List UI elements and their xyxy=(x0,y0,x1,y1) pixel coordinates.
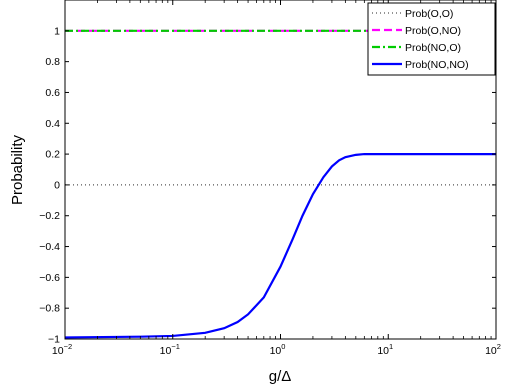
y-tick-label: −0.8 xyxy=(39,303,60,315)
x-tick-label: 10−2 xyxy=(52,342,72,357)
y-tick-label: −1 xyxy=(48,334,60,346)
y-tick-label: 1 xyxy=(54,25,60,37)
y-tick-label: 0.2 xyxy=(45,149,60,161)
y-tick-label: 0.8 xyxy=(45,56,60,68)
legend-label: Prob(O,NO) xyxy=(405,25,461,37)
y-tick-label: −0.2 xyxy=(39,210,60,222)
y-axis-label: Probability xyxy=(9,134,26,205)
y-tick-label: 0 xyxy=(54,179,60,191)
x-axis-label: g/Δ xyxy=(269,368,292,385)
legend-label: Prob(NO,O) xyxy=(405,42,461,54)
x-tick-label: 100 xyxy=(270,342,286,357)
y-tick-label: −0.6 xyxy=(39,272,60,284)
plot-frame xyxy=(64,0,497,340)
x-tick-label: 101 xyxy=(377,342,393,357)
legend-label: Prob(O,O) xyxy=(405,8,453,20)
y-tick-label: 0.4 xyxy=(45,118,60,130)
series-line-4 xyxy=(64,152,496,339)
y-tick-label: 0.6 xyxy=(45,87,60,99)
legend-label: Prob(NO,NO) xyxy=(405,59,469,71)
y-tick-label: −0.4 xyxy=(39,241,60,253)
legend: Prob(O,O) Prob(O,NO) Prob(NO,O) Prob(NO,NO) xyxy=(367,2,496,76)
x-tick-label: 102 xyxy=(485,342,501,357)
x-tick-label: 10−1 xyxy=(160,342,180,357)
